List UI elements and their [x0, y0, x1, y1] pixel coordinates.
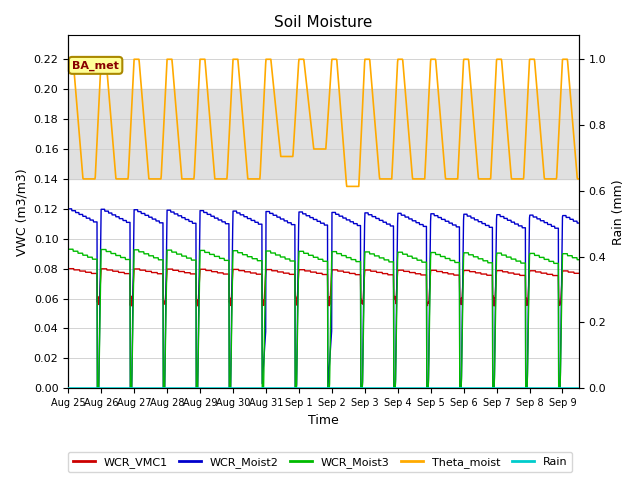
- Y-axis label: Rain (mm): Rain (mm): [612, 179, 625, 245]
- Legend: WCR_VMC1, WCR_Moist2, WCR_Moist3, Theta_moist, Rain: WCR_VMC1, WCR_Moist2, WCR_Moist3, Theta_…: [68, 452, 572, 472]
- Text: BA_met: BA_met: [72, 60, 119, 71]
- X-axis label: Time: Time: [308, 414, 339, 427]
- Y-axis label: VWC (m3/m3): VWC (m3/m3): [15, 168, 28, 256]
- Title: Soil Moisture: Soil Moisture: [275, 15, 372, 30]
- Bar: [68, 89, 579, 179]
